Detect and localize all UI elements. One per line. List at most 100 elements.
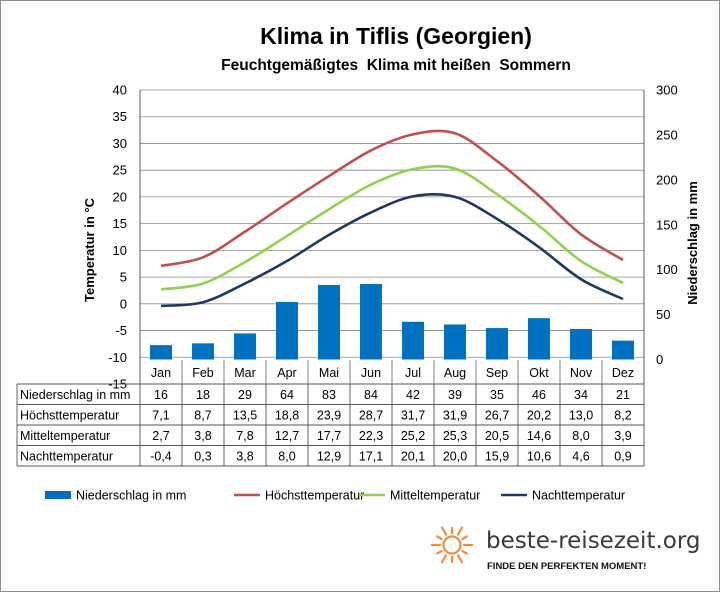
table-cell: 22,3 — [359, 429, 383, 443]
table-cell: 10,6 — [527, 449, 551, 463]
max-temp-line — [160, 129, 624, 268]
table-cell: 2,7 — [152, 429, 169, 443]
y-right-tick: 0 — [656, 352, 663, 367]
table-cell: 3,8 — [236, 449, 253, 463]
table-cell: 34 — [574, 388, 588, 402]
month-label: Sep — [486, 366, 508, 380]
table-cell: 3,9 — [614, 429, 631, 443]
table-cell: 17,7 — [317, 429, 341, 443]
sun-ray — [461, 535, 468, 541]
precip-bars — [150, 284, 634, 360]
precip-bar — [570, 328, 592, 360]
table-cell: 25,2 — [401, 429, 425, 443]
y-left-tick: 15 — [113, 216, 127, 231]
table-cell: -0,4 — [150, 449, 172, 463]
sun-ray — [456, 526, 464, 536]
y-left-tick: 25 — [113, 163, 127, 178]
precip-bar — [150, 345, 172, 360]
table-cell: 23,9 — [317, 408, 341, 422]
precip-bar — [318, 284, 340, 360]
mean-temp-line — [160, 164, 624, 291]
legend-label: Mitteltemperatur — [390, 489, 480, 503]
precip-bar — [192, 343, 214, 360]
row-label: Mitteltemperatur — [20, 429, 110, 443]
y-left-tick: 35 — [113, 109, 127, 124]
axis-ticks: 4035302520151050-5-10-153002502001501005… — [108, 83, 678, 392]
precip-bar — [528, 318, 550, 360]
table-cell: 20,2 — [527, 408, 551, 422]
y-left-tick: -5 — [115, 323, 127, 338]
table-cell: 3,8 — [194, 429, 211, 443]
table-cell: 46 — [532, 388, 546, 402]
y-left-tick: 40 — [113, 83, 127, 98]
legend: Niederschlag in mm Höchsttemperatur Mittel… — [45, 489, 625, 503]
sun-ray — [440, 554, 448, 564]
gridlines — [139, 89, 645, 385]
legend-label: Nachttemperatur — [532, 489, 625, 503]
precip-bar — [360, 284, 382, 360]
month-label: Jun — [361, 366, 381, 380]
table-cell: 0,3 — [194, 449, 211, 463]
month-label: Mai — [319, 366, 339, 380]
table-cell: 7,1 — [152, 408, 169, 422]
month-label: Mar — [234, 366, 256, 380]
table-cell: 7,8 — [236, 429, 253, 443]
night-temp-line — [160, 192, 624, 308]
table-cell: 4,6 — [572, 449, 589, 463]
row-label: Nachttemperatur — [20, 449, 113, 463]
row-label: Höchsttemperatur — [20, 408, 119, 422]
table-cell: 21 — [616, 388, 630, 402]
table-cell: 20,0 — [443, 449, 467, 463]
precip-bar — [612, 340, 634, 360]
month-label: Okt — [529, 366, 549, 380]
table-cell: 35 — [490, 388, 504, 402]
table-cell: 29 — [238, 388, 252, 402]
data-table: Jan Feb Mar Apr Mai Jun Jul Aug Sep Okt Nov Dez Nied… — [16, 90, 645, 467]
legend-label: Niederschlag in mm — [76, 489, 186, 503]
table-cell: 16 — [154, 388, 168, 402]
month-label: Dez — [612, 366, 634, 380]
table-cell: 84 — [364, 388, 378, 402]
month-label: Jul — [405, 366, 421, 380]
table-cell: 13,0 — [569, 408, 593, 422]
y-axis-left-label: Temperatur in °C — [82, 197, 97, 302]
table-cell: 28,7 — [359, 408, 383, 422]
y-right-tick: 200 — [656, 172, 678, 187]
y-right-tick: 100 — [656, 262, 678, 277]
table-cell: 31,9 — [443, 408, 467, 422]
sun-ray — [436, 549, 443, 555]
brand-tagline: FINDE DEN PERFEKTEN MOMENT! — [487, 561, 646, 572]
y-right-tick: 150 — [656, 217, 678, 232]
precip-bar — [486, 328, 508, 360]
legend-swatch — [45, 491, 71, 499]
table-cell: 0,9 — [614, 449, 631, 463]
precip-bar — [402, 321, 424, 360]
brand-site: beste-reisezeit.org — [486, 528, 701, 554]
table-cell: 42 — [406, 388, 420, 402]
y-left-tick: 0 — [120, 296, 127, 311]
y-right-tick: 300 — [656, 83, 678, 98]
sun-ray — [440, 526, 448, 536]
sun-ray — [436, 535, 443, 541]
temperature-lines — [160, 129, 624, 308]
table-cell: 20,5 — [485, 429, 509, 443]
chart-title: Klima in Tiflis (Georgien) — [260, 23, 532, 49]
table-cell: 8,0 — [278, 449, 295, 463]
y-left-tick: -10 — [108, 350, 127, 365]
table-cell: 18,8 — [275, 408, 299, 422]
month-label: Feb — [192, 366, 214, 380]
table-cell: 8,2 — [614, 408, 631, 422]
legend-label: Höchsttemperatur — [265, 489, 364, 503]
sun-ray — [461, 549, 468, 555]
precip-bar — [276, 302, 298, 360]
month-label: Nov — [570, 366, 593, 380]
table-cell: 83 — [322, 388, 336, 402]
table-cell: 39 — [448, 388, 462, 402]
sun-ray — [456, 554, 464, 564]
precip-bar — [234, 333, 256, 360]
sun-icon — [430, 526, 474, 564]
table-cell: 18 — [196, 388, 210, 402]
table-cell: 17,1 — [359, 449, 383, 463]
table-cell: 8,0 — [572, 429, 589, 443]
